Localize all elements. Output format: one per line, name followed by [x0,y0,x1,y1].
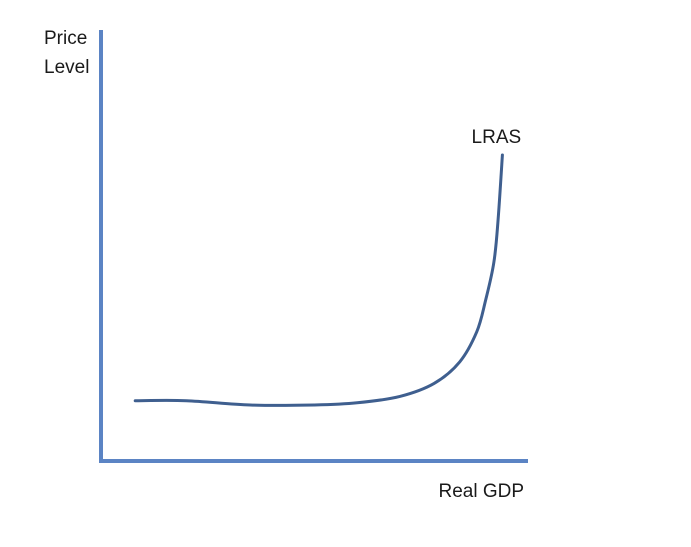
series-label-lras: LRAS [472,127,522,148]
y-axis-label-line-2: Level [44,57,89,78]
lras-curve [133,153,504,407]
x-axis-label: Real GDP [438,481,524,502]
y-axis-label-line-1: Price [44,28,87,49]
